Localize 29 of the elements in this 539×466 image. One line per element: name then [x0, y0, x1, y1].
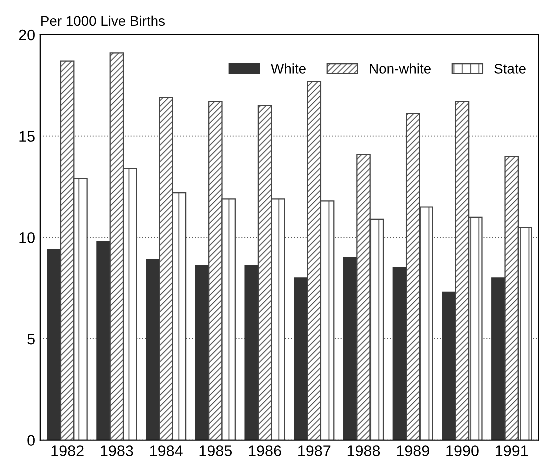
- y-tick-label: 5: [28, 334, 35, 345]
- bar: [492, 278, 506, 440]
- bar: [195, 265, 210, 440]
- bar: [244, 265, 260, 440]
- x-tick-label: 1985: [200, 446, 232, 456]
- x-tick-label: 1983: [101, 446, 134, 456]
- x-tick-label: 1991: [496, 446, 528, 456]
- y-tick-label: 20: [19, 30, 35, 41]
- x-tick-label: 1988: [348, 446, 380, 456]
- x-tick-label: 1989: [397, 446, 430, 456]
- bar: [146, 259, 160, 440]
- x-tick-label: 1987: [298, 446, 331, 456]
- bar: [96, 241, 111, 440]
- bar: [47, 249, 62, 440]
- x-tick-label: 1982: [52, 446, 84, 456]
- legend-label: Non-white: [370, 64, 431, 74]
- y-tick-label: 0: [28, 435, 35, 446]
- legend-label: State: [494, 64, 526, 74]
- bar: [392, 268, 408, 440]
- y-tick-label: 15: [20, 131, 35, 142]
- y-axis-title: Per 1000 Live Births: [42, 16, 165, 26]
- x-tick-label: 1984: [150, 446, 183, 456]
- x-tick-label: 1990: [446, 446, 479, 456]
- bar: [294, 278, 308, 440]
- y-tick-label: 10: [20, 232, 35, 244]
- x-tick-label: 1986: [249, 446, 282, 456]
- bar: [343, 257, 358, 440]
- bar: [442, 292, 456, 440]
- legend-label: White: [271, 64, 306, 74]
